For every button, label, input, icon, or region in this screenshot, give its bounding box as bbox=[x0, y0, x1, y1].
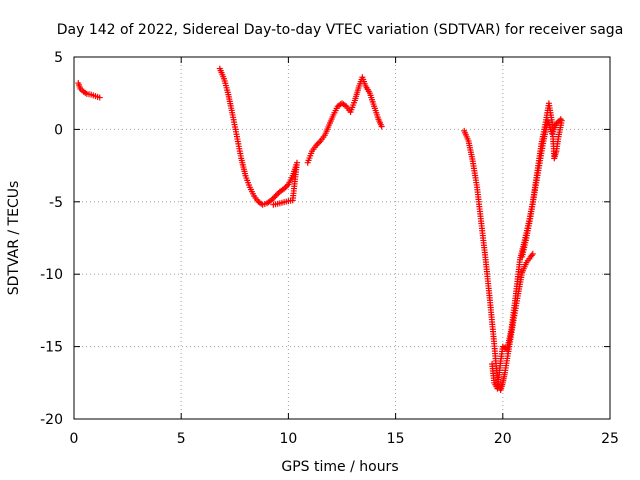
series-segment-3 bbox=[304, 74, 385, 166]
axis-ticks: 0 5 10 15 20 25 5 0 -5 -10 -15 -20 bbox=[40, 50, 619, 447]
x-tick-label: 15 bbox=[387, 431, 405, 447]
series-segment-1 bbox=[75, 80, 103, 101]
data-point bbox=[529, 250, 536, 257]
data-point bbox=[273, 191, 280, 198]
x-tick-label: 25 bbox=[601, 431, 619, 447]
series-segment-6 bbox=[519, 116, 564, 260]
y-tick-label: -10 bbox=[40, 267, 63, 283]
data-point bbox=[557, 116, 564, 123]
series-segment-4 bbox=[461, 127, 536, 394]
plot-border bbox=[73, 56, 611, 420]
data-point bbox=[272, 193, 279, 200]
series-segment-2 bbox=[216, 65, 300, 208]
x-axis-label: GPS time / hours bbox=[281, 459, 398, 475]
data-point bbox=[316, 139, 323, 146]
series-segment-5 bbox=[489, 100, 565, 392]
y-tick-label: -20 bbox=[40, 412, 63, 428]
x-tick-label: 10 bbox=[279, 431, 297, 447]
y-tick-label: 5 bbox=[54, 50, 63, 66]
y-axis-label: SDTVAR / TECUs bbox=[6, 181, 22, 296]
grid bbox=[74, 57, 610, 419]
x-tick-label: 5 bbox=[177, 431, 186, 447]
data-series bbox=[75, 65, 565, 394]
y-tick-label: -15 bbox=[40, 340, 63, 356]
x-tick-label: 20 bbox=[494, 431, 512, 447]
x-tick-label: 0 bbox=[70, 431, 79, 447]
y-tick-label: 0 bbox=[54, 122, 63, 138]
chart-title: Day 142 of 2022, Sidereal Day-to-day VTE… bbox=[57, 22, 624, 38]
data-point bbox=[314, 140, 321, 147]
data-point bbox=[378, 123, 385, 130]
y-tick-label: -5 bbox=[49, 195, 63, 211]
data-point bbox=[271, 194, 278, 201]
data-point bbox=[96, 94, 103, 101]
data-point bbox=[270, 201, 277, 208]
